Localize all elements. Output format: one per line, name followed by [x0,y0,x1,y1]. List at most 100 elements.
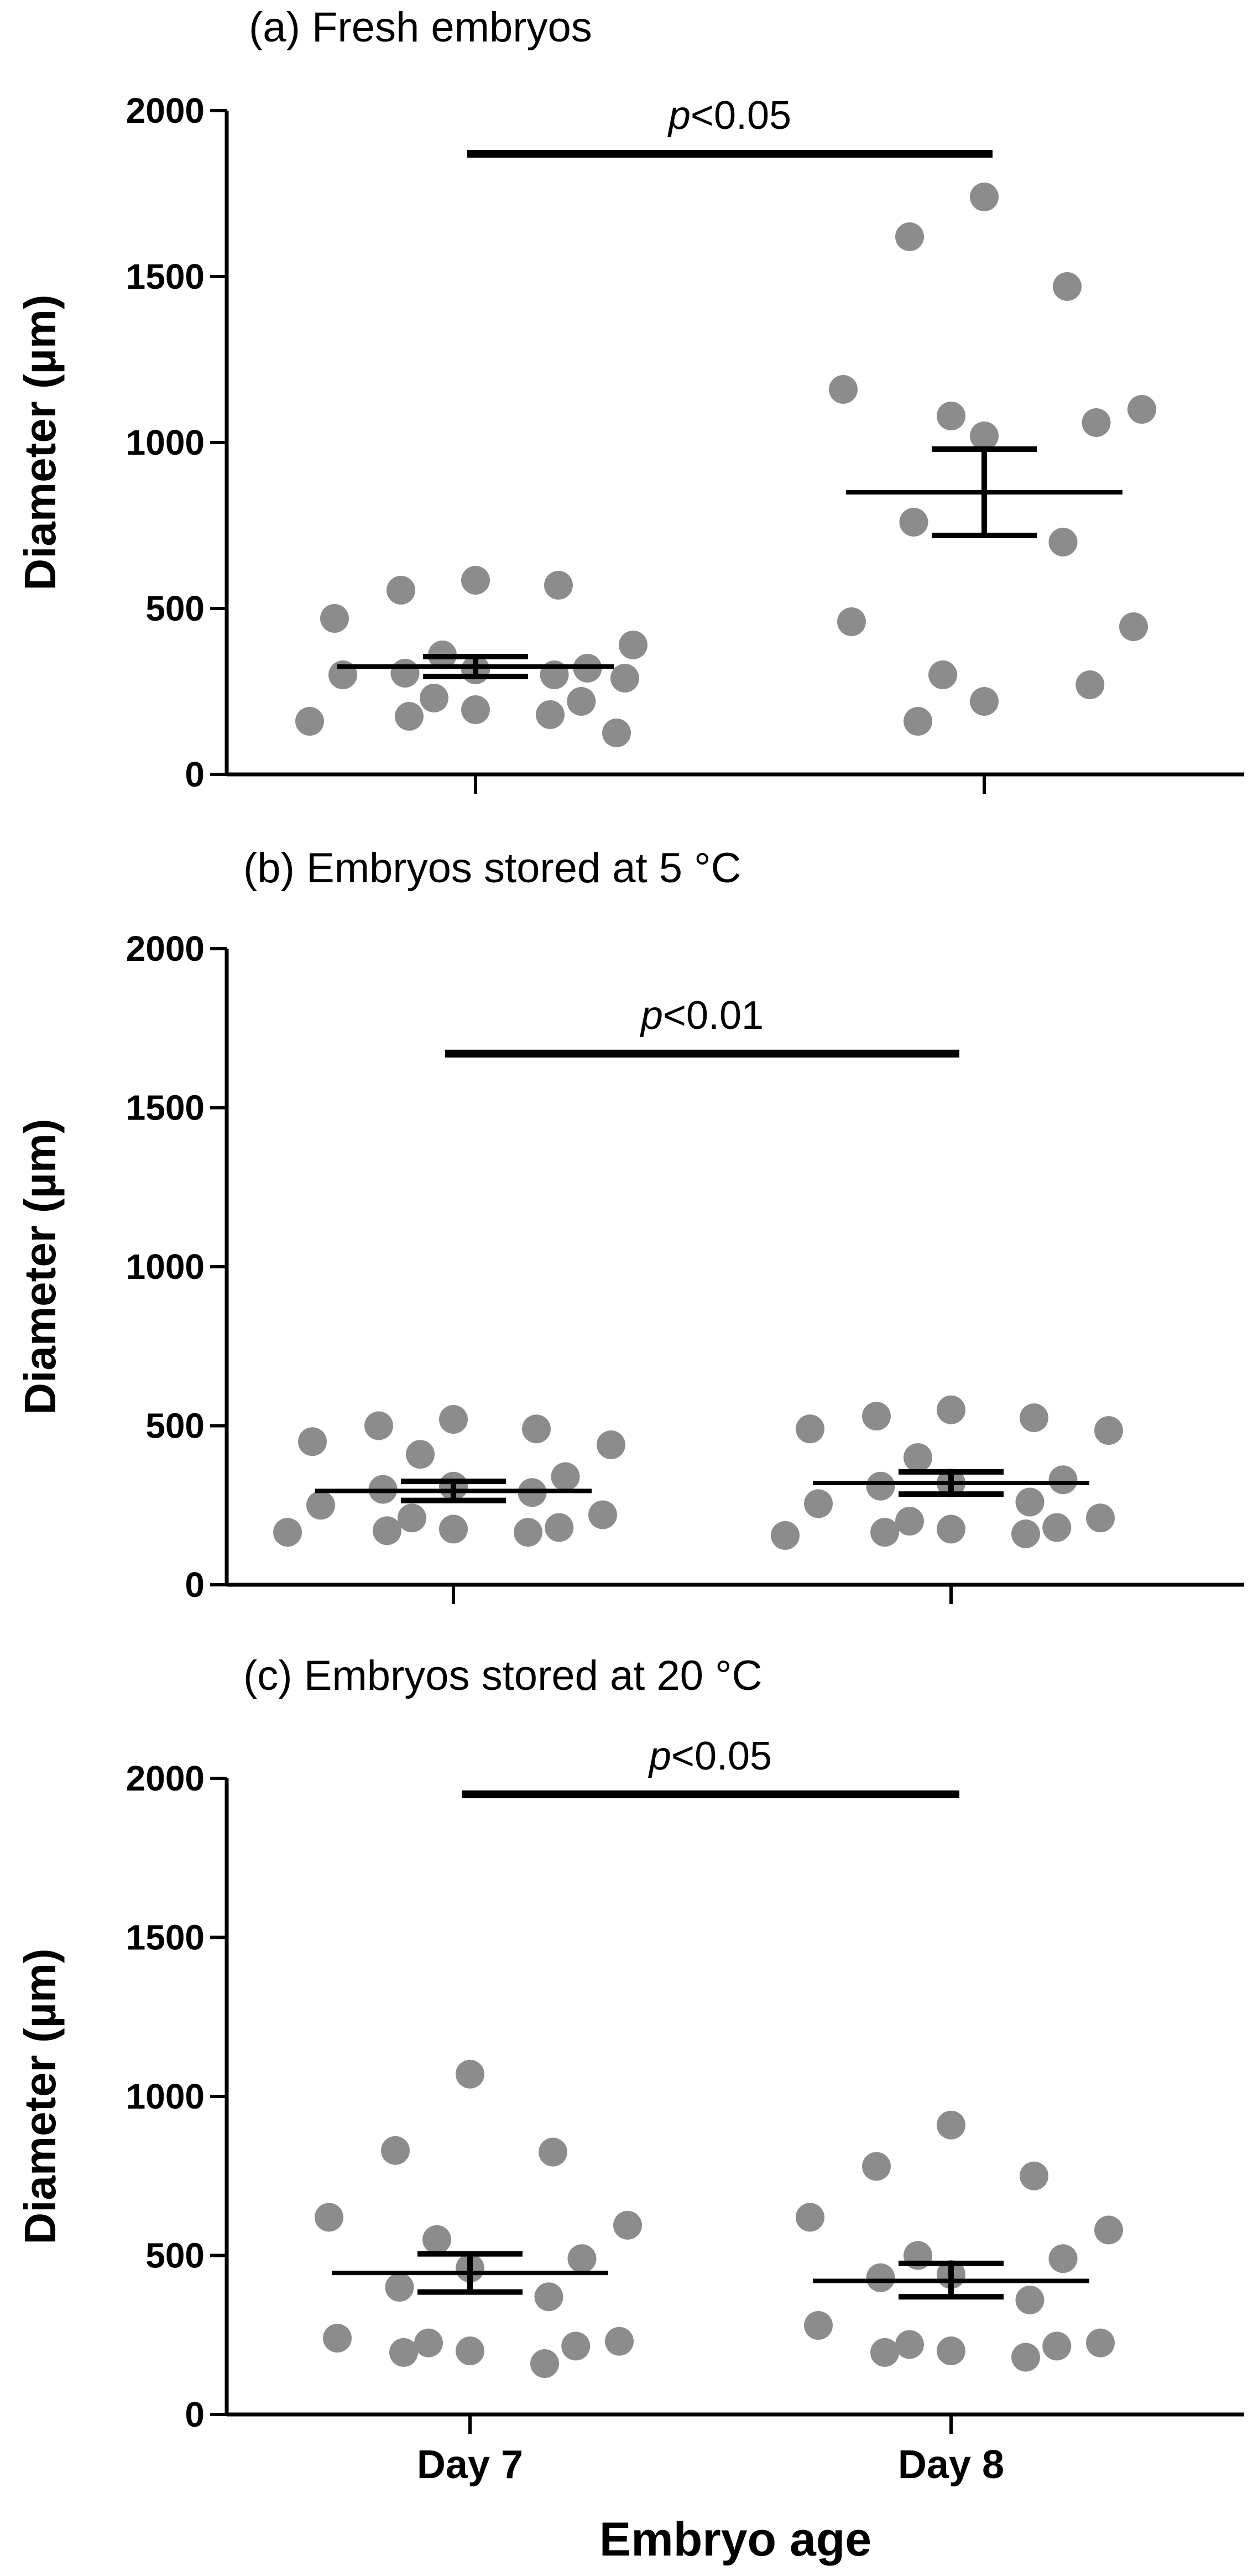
data-point [937,2336,965,2365]
y-tick-label: 0 [185,754,205,794]
data-point [1094,1416,1123,1445]
data-point [545,1513,574,1542]
data-point [1020,2161,1048,2190]
x-tick-label: Day 7 [417,2443,523,2487]
y-axis-label: Diameter (µm) [15,1948,65,2244]
data-point [1048,1465,1078,1495]
panel-title: (a) Fresh embryos [249,4,592,51]
y-tick-label: 2000 [126,929,205,969]
data-point [536,700,565,729]
p-threshold: <0.05 [691,93,791,138]
data-point [439,1405,468,1434]
p-symbol: p [648,1734,671,1778]
data-point [456,2059,484,2089]
data-point [461,566,490,595]
data-point [605,2327,634,2356]
data-point [534,2282,563,2312]
data-point [1048,528,1078,556]
data-point [414,2328,443,2358]
data-point [602,719,631,747]
data-point [561,2332,591,2361]
y-tick-label: 500 [145,1406,205,1446]
data-point [385,2273,414,2302]
data-point [1127,395,1156,424]
chart-panel-3: (c) Embryos stored at 20 °C 0 500 1000 1500 2… [15,1652,1244,2566]
data-point [796,1414,824,1444]
data-point [387,576,415,605]
y-tick-label: 1000 [126,1247,205,1287]
data-point [295,707,324,736]
data-point [804,1489,833,1518]
data-point [970,183,999,211]
data-point [796,2203,824,2232]
data-point [456,2336,484,2365]
data-point [320,604,349,633]
data-point [904,707,932,736]
data-point [439,1515,468,1544]
data-point [1042,1513,1072,1542]
data-point [1086,2328,1115,2358]
p-value-label: p<0.05 [667,93,791,138]
y-tick-label: 1500 [126,1918,205,1958]
data-point [1053,272,1082,301]
y-tick-label: 1000 [126,2077,205,2116]
data-point [1048,2244,1078,2273]
data-point [862,2152,891,2181]
chart-panel-1: (a) Fresh embryos 0 500 1000 1500 2000 Diamete… [15,4,1244,794]
data-point [862,1402,891,1431]
data-point [1015,1487,1045,1517]
y-tick-label: 1500 [126,1088,205,1128]
data-point [1011,2343,1040,2372]
data-point [422,2225,451,2254]
data-point [866,2263,895,2292]
data-point [899,508,928,537]
data-point [771,1521,800,1550]
data-point [298,1427,327,1456]
data-point [395,702,424,731]
data-point [567,2244,597,2273]
data-point [1020,1403,1048,1433]
data-point [870,2338,899,2367]
data-point [406,1440,435,1469]
panel-title: (c) Embryos stored at 20 °C [243,1652,762,1699]
data-point [895,222,924,251]
y-axis-label: Diameter (µm) [15,1118,65,1414]
data-point [1015,2286,1045,2314]
y-tick-label: 2000 [126,91,205,131]
y-tick-label: 1500 [126,257,205,296]
data-point [389,2338,418,2367]
data-point [381,2136,410,2165]
y-tick-label: 0 [185,2395,205,2434]
data-point [539,2137,567,2167]
data-point [597,1430,625,1459]
chart-panel-2: (b) Embryos stored at 5 °C 0 500 1000 1500 20… [15,845,1244,1605]
data-point [937,1515,965,1544]
x-tick-label: Day 8 [898,2443,1004,2487]
panel-title: (b) Embryos stored at 5 °C [243,845,741,892]
data-point [1011,1519,1040,1548]
data-point [522,1414,551,1444]
p-value-label: p<0.01 [640,993,764,1038]
data-point [530,2349,559,2378]
data-point [895,1507,924,1536]
data-point [1042,2332,1072,2361]
data-point [837,607,866,636]
y-tick-label: 2000 [126,1758,205,1798]
data-point [937,2110,965,2140]
y-tick-label: 1000 [126,423,205,462]
data-point [544,571,573,600]
y-tick-label: 500 [145,589,205,628]
data-point [866,1471,895,1501]
data-point [273,1518,302,1547]
data-point [619,631,648,659]
data-point [461,695,490,724]
data-point [315,2203,343,2232]
data-point [829,375,858,404]
data-point [551,1462,580,1491]
data-point [323,2324,352,2353]
data-point [1075,670,1105,699]
y-tick-label: 500 [145,2236,205,2276]
data-point [804,2311,833,2340]
data-point [373,1516,401,1545]
